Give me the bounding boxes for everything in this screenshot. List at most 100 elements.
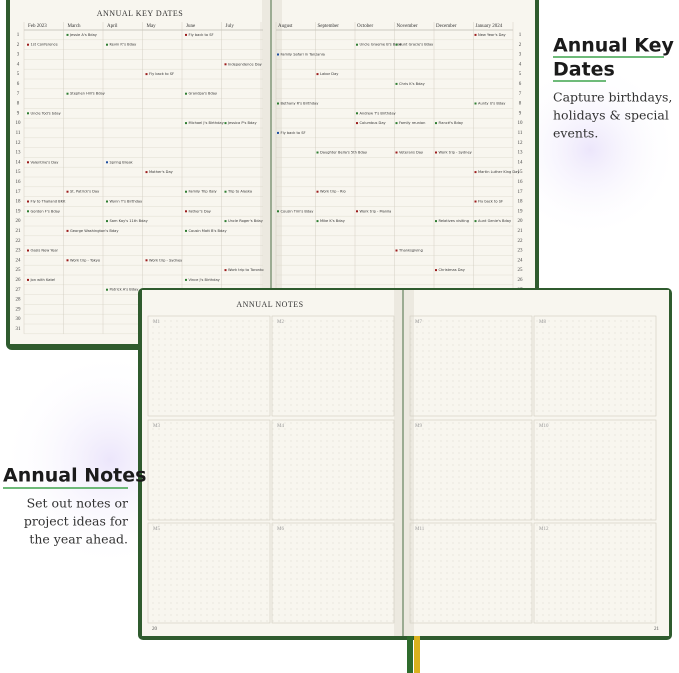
entry-marker (145, 171, 148, 174)
entry-marker (66, 259, 69, 262)
entry-text: Daughter Bella's 5th Bday (320, 151, 368, 155)
entry-text: Fly back to SF (478, 200, 503, 204)
key-dates-title: ANNUAL KEY DATES (97, 9, 184, 18)
entry-text: Uncle Graeme B's Bday (360, 43, 403, 47)
month-label: M3 (153, 424, 160, 429)
day-number: 10 (16, 121, 22, 126)
day-number: 7 (17, 92, 20, 97)
entry-marker (316, 190, 319, 193)
month-label: M4 (277, 424, 284, 429)
entry-text: Veterans Day (399, 151, 424, 155)
entry-marker (145, 259, 148, 262)
month-label: M9 (415, 424, 422, 429)
day-number: 16 (518, 180, 524, 185)
spine-shadow (262, 0, 282, 344)
day-number: 31 (16, 327, 22, 332)
day-number: 17 (16, 190, 22, 195)
day-number: 22 (16, 239, 22, 244)
day-number: 5 (17, 72, 20, 77)
note-box (409, 419, 533, 521)
entry-marker (356, 210, 358, 213)
notes-grid: M1 M2 M3 M4 M5 M6 M7 M8 M9 M10 M11 M12 (147, 315, 657, 624)
entry-text: Jon with Kate! (30, 278, 56, 282)
month-header: September (318, 24, 340, 29)
entry-text: Gordon F's Bday (31, 209, 61, 213)
entry-text: Fiancé's Bday (439, 121, 464, 125)
entry-marker (356, 43, 358, 46)
day-number: 24 (16, 258, 22, 263)
day-number: 2 (17, 43, 20, 48)
entry-text: Oasis New Year (31, 249, 59, 253)
note-box (271, 419, 395, 521)
entry-marker (316, 151, 319, 154)
month-label: M11 (415, 527, 425, 532)
entry-marker (224, 269, 227, 272)
entry-marker (224, 220, 227, 223)
entry-marker (27, 278, 29, 281)
entry-text: Thanksgiving (398, 249, 423, 253)
entry-marker (277, 102, 279, 105)
entry-marker (106, 43, 108, 46)
entry-text: Vince J's Birthday (189, 278, 221, 282)
day-number: 26 (518, 278, 524, 283)
day-number: 27 (16, 288, 22, 293)
callout-text: project ideas for (24, 514, 128, 529)
day-number: 19 (518, 209, 524, 214)
entry-marker (474, 171, 477, 174)
entry-text: Uncle Tod's bday (31, 111, 62, 115)
entry-text: Work trip - Sydney (149, 258, 183, 262)
note-box (271, 315, 395, 417)
callout-text: events. (553, 126, 598, 141)
entry-marker (185, 210, 187, 213)
entry-text: Stephen Hill's Bday (70, 92, 106, 96)
month-header: April (107, 24, 118, 29)
month-header: December (436, 24, 457, 29)
entry-marker (395, 249, 398, 252)
entry-text: Chris K's Bday (399, 82, 426, 86)
right-page (272, 0, 535, 344)
entry-text: Aunt Genie's Bday (478, 219, 512, 223)
day-number: 14 (518, 160, 524, 165)
entry-text: Jessica P's Bday (227, 121, 257, 125)
entry-text: Mike K's Bday (320, 219, 346, 223)
day-number: 15 (518, 170, 524, 175)
day-number: 5 (519, 72, 522, 77)
day-number: 21 (518, 229, 524, 234)
entry-marker (106, 161, 108, 164)
month-label: M8 (539, 320, 546, 325)
day-number: 13 (16, 151, 22, 156)
page-number: 21 (654, 627, 660, 632)
month-header: August (278, 24, 293, 29)
day-number: 12 (16, 141, 22, 146)
day-number: 11 (16, 131, 21, 136)
day-number: 25 (16, 268, 22, 273)
entry-text: Martin Luther King Day (478, 170, 520, 174)
entry-text: Wynn T's Birthday (110, 200, 144, 204)
entry-text: Columbus Day (360, 121, 387, 125)
entry-marker (277, 210, 279, 213)
entry-marker (435, 151, 437, 154)
entry-marker (316, 220, 319, 223)
entry-text: Cousin Tim's Bday (281, 209, 315, 213)
day-number: 30 (16, 317, 22, 322)
day-number: 14 (16, 160, 22, 165)
callout-title: Annual Key (553, 35, 675, 57)
day-number: 9 (17, 111, 20, 116)
entry-text: Independence Day (228, 62, 263, 66)
entry-text: Andrew T's Birthday (360, 111, 397, 115)
day-number: 25 (518, 268, 524, 273)
entry-marker (224, 122, 227, 125)
entry-text: Family Trip Italy (189, 190, 218, 194)
day-number: 24 (518, 258, 524, 263)
entry-text: Valentine's Day (31, 160, 60, 164)
day-number: 12 (518, 141, 524, 146)
note-box (409, 522, 533, 624)
entry-marker (27, 249, 29, 252)
entry-text: Christmas Day (439, 268, 466, 272)
callout-title: Annual Notes (3, 465, 146, 487)
entry-text: Patrick A's Bday (110, 288, 140, 292)
entry-marker (106, 200, 108, 203)
entry-marker (27, 161, 29, 164)
callout-title: Dates (553, 59, 615, 81)
